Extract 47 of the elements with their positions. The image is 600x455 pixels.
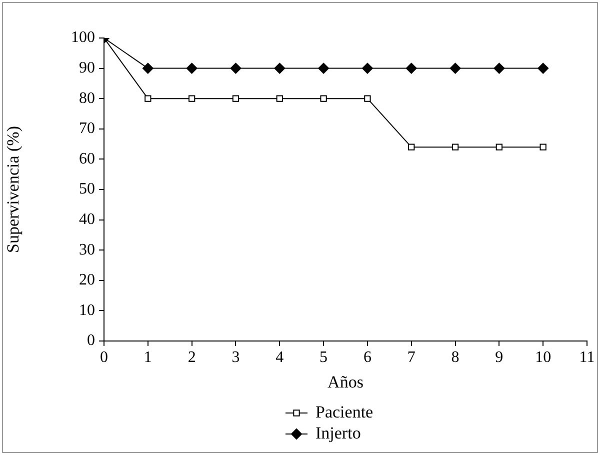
- legend-label: Paciente: [316, 402, 374, 422]
- point: [188, 95, 196, 102]
- point: [362, 62, 373, 74]
- y-tick-label: 20: [79, 272, 95, 289]
- point: [320, 95, 327, 102]
- point: [144, 95, 152, 102]
- point: [408, 144, 415, 150]
- x-tick-label: 5: [320, 348, 328, 366]
- legend-label: Injerto: [316, 423, 361, 442]
- point: [274, 62, 286, 74]
- y-tick-label: 40: [79, 211, 95, 228]
- x-axis-title: Años: [328, 372, 364, 392]
- x-tick-label: 8: [451, 348, 460, 366]
- y-tick-label: 60: [79, 150, 95, 168]
- y-tick-label: 30: [79, 241, 95, 258]
- x-tick-label: 9: [495, 348, 504, 366]
- x-tick-label: 0: [100, 348, 108, 366]
- point: [276, 95, 283, 102]
- point: [494, 62, 505, 74]
- x-tick-label: 4: [276, 348, 284, 366]
- y-tick-label: 90: [79, 60, 95, 77]
- point: [142, 62, 154, 74]
- point: [538, 62, 549, 74]
- point: [364, 95, 371, 102]
- point: [318, 62, 330, 74]
- y-tick-label: 50: [79, 180, 95, 198]
- point: [450, 62, 461, 74]
- x-tick-label: 1: [144, 348, 152, 366]
- y-tick-label: 100: [71, 29, 95, 46]
- x-tick-label: 7: [407, 348, 416, 366]
- point: [232, 95, 240, 102]
- x-tick-label: 11: [579, 348, 595, 366]
- y-axis-title: Supervivencia (%): [4, 126, 23, 253]
- point: [230, 62, 242, 74]
- x-tick-label: 6: [363, 348, 372, 366]
- y-tick-label: 0: [87, 332, 95, 350]
- y-tick-label: 10: [79, 302, 95, 319]
- y-tick-label: 80: [79, 90, 95, 107]
- point: [452, 144, 459, 150]
- x-tick-label: 2: [188, 348, 196, 366]
- y-tick-label: 70: [79, 120, 95, 138]
- x-tick-label: 3: [232, 348, 240, 366]
- point: [540, 144, 546, 150]
- point: [186, 62, 198, 74]
- point: [406, 62, 417, 74]
- point: [496, 144, 503, 150]
- x-tick-label: 10: [535, 348, 552, 366]
